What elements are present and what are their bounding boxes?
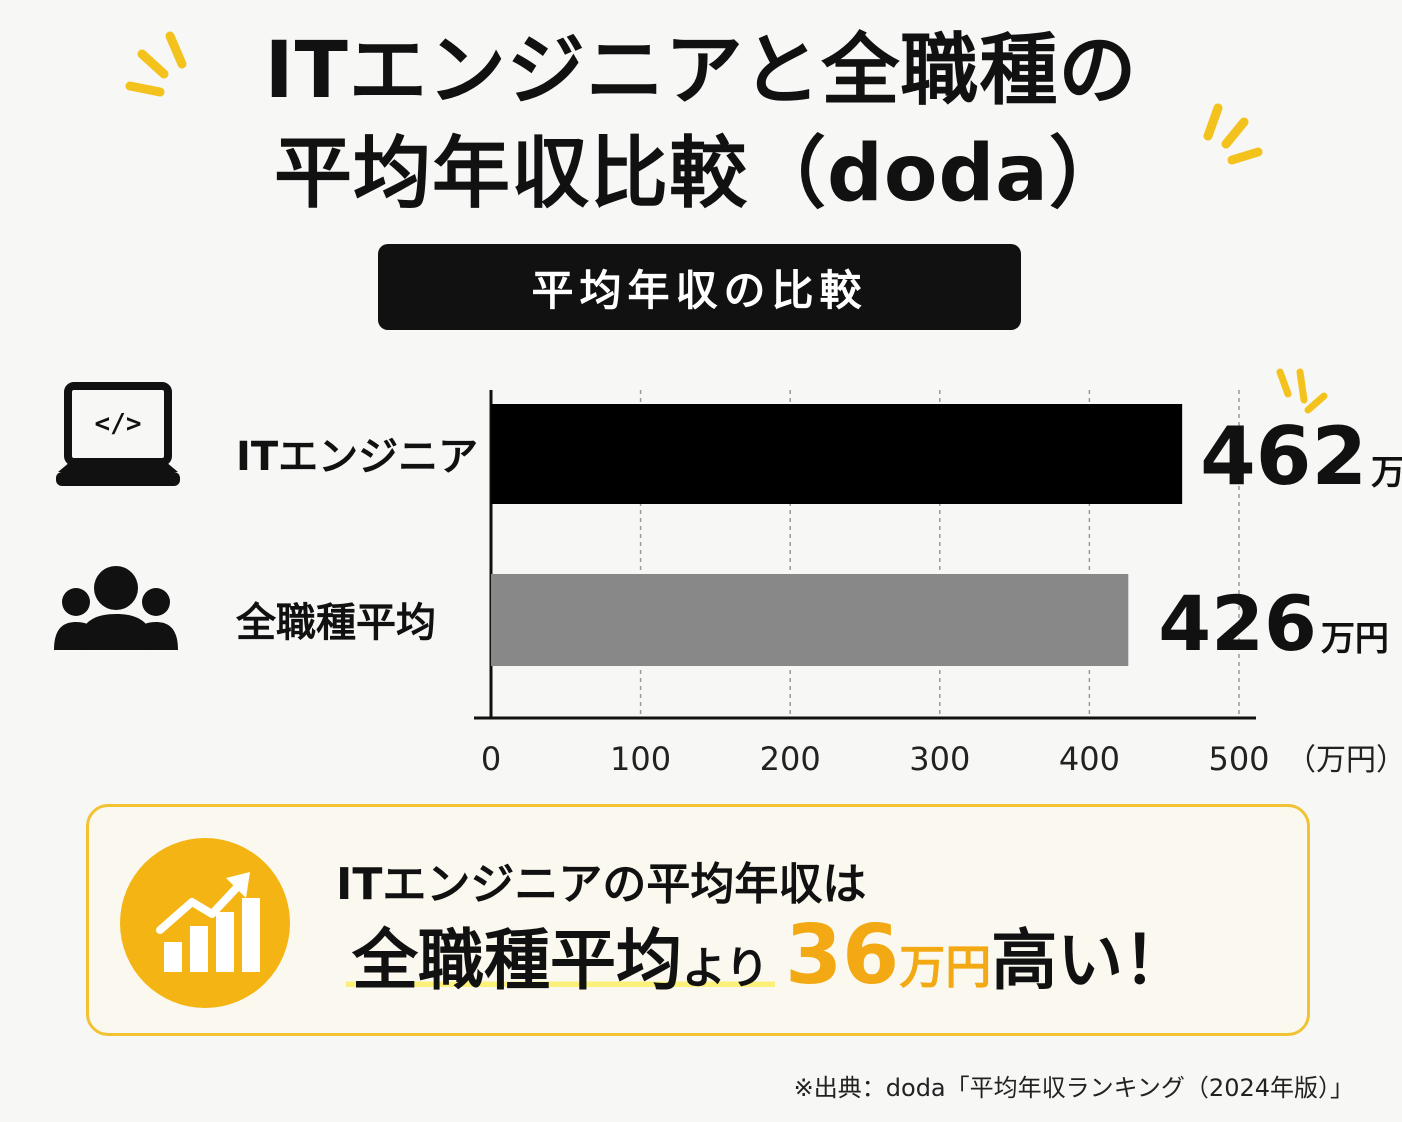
chart-title-line-2: 平均年収比較（doda） xyxy=(274,129,1128,219)
bars xyxy=(491,404,1183,666)
summary-diff-unit: 万円 xyxy=(899,940,992,994)
chart-title-line-1: ITエンジニアと全職種の xyxy=(264,26,1138,116)
group-people-icon xyxy=(54,566,178,650)
burst-right-decoration xyxy=(1203,103,1263,165)
category-label-1: 全職種平均 xyxy=(235,600,436,646)
laptop-code-icon: </> xyxy=(56,382,180,486)
svg-text:</>: </> xyxy=(95,409,142,439)
tick-labels: 0 100 200 300 400 500 （万円） xyxy=(481,740,1402,778)
x-axis-unit-label: （万円） xyxy=(1286,743,1402,778)
x-tick-label: 200 xyxy=(760,740,821,778)
value-label-0: 462万円 xyxy=(1200,410,1402,503)
source-note: ※出典：doda「平均年収ランキング（2024年版）」 xyxy=(793,1074,1354,1102)
chart-subtitle: 平均年収の比較 xyxy=(378,244,1021,330)
x-tick-label: 0 xyxy=(481,740,501,778)
x-tick-label: 500 xyxy=(1208,740,1269,778)
summary-diff-value: 36 xyxy=(785,908,900,1003)
summary-box xyxy=(86,804,1310,1036)
burst-left-decoration xyxy=(125,31,187,97)
x-tick-label: 400 xyxy=(1059,740,1120,778)
burst-bar-decoration xyxy=(1276,368,1328,414)
growth-chart-icon xyxy=(156,872,260,972)
summary-highlight: 全職種平均より xyxy=(346,928,776,994)
bar-1 xyxy=(491,574,1129,666)
summary-icon-circle xyxy=(120,838,290,1008)
value-label-1: 426 万円 xyxy=(1158,579,1389,668)
summary-tail: 高い！ xyxy=(991,922,1190,999)
x-tick-label: 100 xyxy=(610,740,671,778)
bar-0 xyxy=(491,404,1183,504)
summary-line-1: ITエンジニアの平均年収は xyxy=(336,859,867,910)
summary-line-2: 全職種平均より 36万円高い！ xyxy=(346,915,1189,997)
category-label-0: ITエンジニア xyxy=(236,434,478,480)
x-tick-label: 300 xyxy=(909,740,970,778)
